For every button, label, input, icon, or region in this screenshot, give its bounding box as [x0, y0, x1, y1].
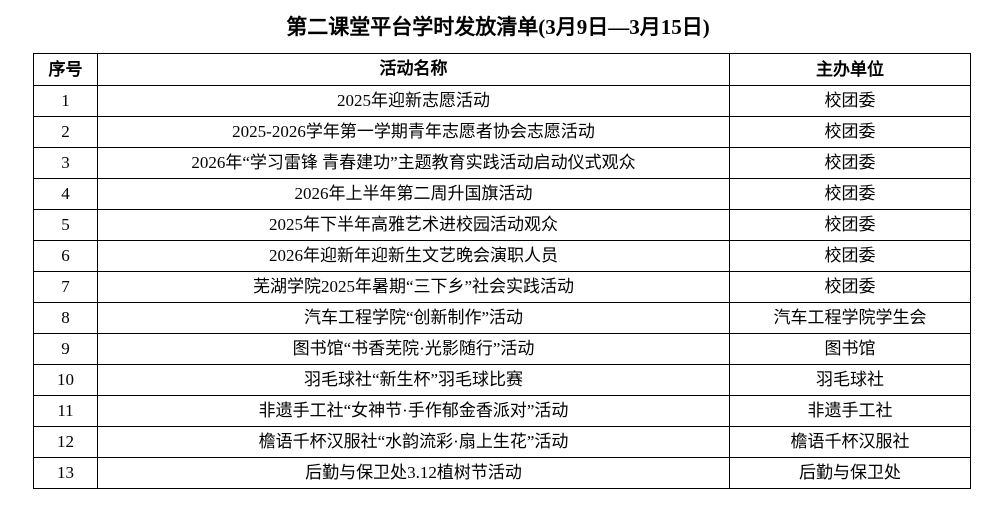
activity-name: 2025年下半年高雅艺术进校园活动观众	[97, 209, 730, 241]
table-row: 12 檐语千杯汉服社“水韵流彩·扇上生花”活动 檐语千杯汉服社	[33, 426, 971, 458]
table-row: 9 图书馆“书香芜院·光影随行”活动 图书馆	[33, 333, 971, 365]
activity-name: 后勤与保卫处3.12植树节活动	[97, 457, 730, 489]
table-row: 7 芜湖学院2025年暑期“三下乡”社会实践活动 校团委	[33, 271, 971, 303]
row-number: 4	[33, 178, 98, 210]
table-row: 10 羽毛球社“新生杯”羽毛球比赛 羽毛球社	[33, 364, 971, 396]
row-number: 11	[33, 395, 98, 427]
activity-name: 2026年上半年第二周升国旗活动	[97, 178, 730, 210]
table-row: 2 2025-2026学年第一学期青年志愿者协会志愿活动 校团委	[33, 116, 971, 148]
table-row: 1 2025年迎新志愿活动 校团委	[33, 85, 971, 117]
column-header: 主办单位	[729, 53, 971, 86]
organizer: 后勤与保卫处	[729, 457, 971, 489]
activity-table: 序号 活动名称 主办单位 1 2025年迎新志愿活动 校团委 2 2025-2026学年…	[33, 53, 971, 489]
table-row: 13 后勤与保卫处3.12植树节活动 后勤与保卫处	[33, 457, 971, 489]
column-header: 序号	[33, 53, 98, 86]
organizer: 校团委	[729, 85, 971, 117]
activity-name: 檐语千杯汉服社“水韵流彩·扇上生花”活动	[97, 426, 730, 458]
organizer: 羽毛球社	[729, 364, 971, 396]
organizer: 图书馆	[729, 333, 971, 365]
table-row: 5 2025年下半年高雅艺术进校园活动观众 校团委	[33, 209, 971, 241]
organizer: 汽车工程学院学生会	[729, 302, 971, 334]
table-body: 1 2025年迎新志愿活动 校团委 2 2025-2026学年第一学期青年志愿者协会志愿…	[33, 85, 971, 489]
organizer: 校团委	[729, 178, 971, 210]
organizer: 校团委	[729, 271, 971, 303]
activity-name: 非遗手工社“女神节·手作郁金香派对”活动	[97, 395, 730, 427]
column-header: 活动名称	[97, 53, 730, 86]
activity-name: 2026年迎新年迎新生文艺晚会演职人员	[97, 240, 730, 272]
document-title: 第二课堂平台学时发放清单(3月9日—3月15日)	[286, 15, 710, 39]
table-row: 3 2026年“学习雷锋 青春建功”主题教育实践活动启动仪式观众 校团委	[33, 147, 971, 179]
organizer: 非遗手工社	[729, 395, 971, 427]
activity-name: 2026年“学习雷锋 青春建功”主题教育实践活动启动仪式观众	[97, 147, 730, 179]
row-number: 1	[33, 85, 98, 117]
organizer: 校团委	[729, 116, 971, 148]
activity-name: 羽毛球社“新生杯”羽毛球比赛	[97, 364, 730, 396]
row-number: 6	[33, 240, 98, 272]
row-number: 9	[33, 333, 98, 365]
row-number: 13	[33, 457, 98, 489]
row-number: 8	[33, 302, 98, 334]
row-number: 10	[33, 364, 98, 396]
row-number: 7	[33, 271, 98, 303]
organizer: 檐语千杯汉服社	[729, 426, 971, 458]
activity-name: 汽车工程学院“创新制作”活动	[97, 302, 730, 334]
table-row: 8 汽车工程学院“创新制作”活动 汽车工程学院学生会	[33, 302, 971, 334]
table-header: 序号 活动名称 主办单位	[33, 53, 971, 86]
table-row: 11 非遗手工社“女神节·手作郁金香派对”活动 非遗手工社	[33, 395, 971, 427]
row-number: 5	[33, 209, 98, 241]
activity-name: 芜湖学院2025年暑期“三下乡”社会实践活动	[97, 271, 730, 303]
activity-name: 2025-2026学年第一学期青年志愿者协会志愿活动	[97, 116, 730, 148]
header-row: 序号 活动名称 主办单位	[33, 53, 971, 86]
row-number: 3	[33, 147, 98, 179]
table-row: 6 2026年迎新年迎新生文艺晚会演职人员 校团委	[33, 240, 971, 272]
row-number: 2	[33, 116, 98, 148]
organizer: 校团委	[729, 209, 971, 241]
table-row: 4 2026年上半年第二周升国旗活动 校团委	[33, 178, 971, 210]
organizer: 校团委	[729, 147, 971, 179]
activity-name: 2025年迎新志愿活动	[97, 85, 730, 117]
activity-name: 图书馆“书香芜院·光影随行”活动	[97, 333, 730, 365]
organizer: 校团委	[729, 240, 971, 272]
row-number: 12	[33, 426, 98, 458]
